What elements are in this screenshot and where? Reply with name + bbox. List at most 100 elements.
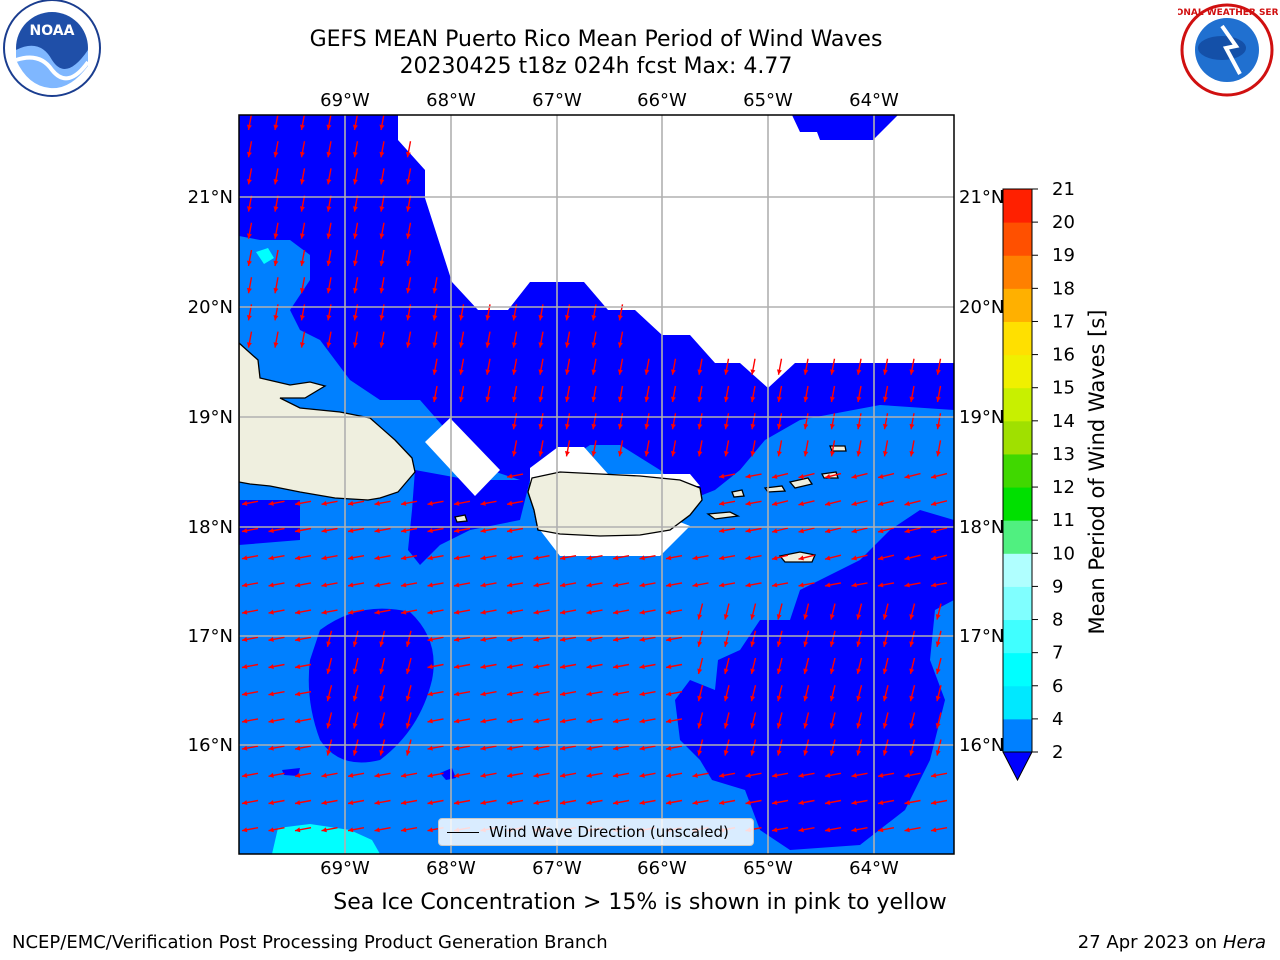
wind-arrow-head xyxy=(432,342,438,348)
wind-arrow-head xyxy=(829,396,835,402)
colorbar-tick-label: 10 xyxy=(1052,543,1075,564)
colorbar-extend-triangle xyxy=(1002,751,1033,782)
wind-arrow-head xyxy=(401,827,407,833)
wind-arrow-head xyxy=(538,423,544,430)
wind-arrow-head xyxy=(803,722,809,729)
wave-field-4-6-nw xyxy=(256,248,274,264)
wind-arrow-head xyxy=(639,555,645,561)
colorbar-segment xyxy=(1003,652,1032,687)
wind-arrow-head xyxy=(666,664,672,670)
wind-arrow-head xyxy=(931,772,937,778)
wind-arrow-head xyxy=(776,641,782,647)
wind-arrow-head xyxy=(242,582,248,588)
wind-arrow-head xyxy=(427,718,433,724)
wind-arrow-head xyxy=(379,641,385,647)
wind-arrow-head xyxy=(401,582,407,588)
colorbar-segment xyxy=(1003,288,1032,322)
lon-tick-top: 66°W xyxy=(637,90,687,111)
wind-arrow-head xyxy=(507,691,513,697)
colorbar-tick-label: 14 xyxy=(1052,411,1075,432)
wind-arrow-head xyxy=(670,423,676,430)
land-tortola xyxy=(788,477,814,489)
wind-arrow-head xyxy=(246,179,252,185)
colorbar-segment xyxy=(1003,387,1032,422)
map-plot-area xyxy=(239,115,954,854)
wind-arrow-head xyxy=(507,745,513,751)
wind-arrow-head xyxy=(348,772,354,778)
wind-arrow-head xyxy=(427,609,433,615)
wind-arrow-head xyxy=(776,369,782,375)
wind-arrow-head xyxy=(666,772,672,778)
wind-arrow-head xyxy=(480,582,486,588)
wind-arrow-head xyxy=(268,745,274,751)
wind-arrow-head xyxy=(825,827,831,833)
wind-arrow-head xyxy=(538,342,544,348)
wind-arrow-head xyxy=(909,668,915,674)
wind-arrow-head xyxy=(931,473,937,479)
wind-arrow-head xyxy=(352,206,358,212)
wind-arrow-head xyxy=(719,800,725,806)
wind-arrow-head xyxy=(829,750,835,756)
wind-arrow-head xyxy=(851,528,857,534)
wind-arrow-head xyxy=(299,124,305,130)
wind-arrow-head xyxy=(931,582,937,588)
wind-arrow-head xyxy=(904,501,910,507)
wind-arrow-head xyxy=(379,315,385,321)
wind-arrow-head xyxy=(856,396,862,402)
wind-arrow-head xyxy=(719,555,725,561)
wind-arrow-head xyxy=(533,745,539,751)
wind-arrow-head xyxy=(427,555,433,561)
wind-arrow-head xyxy=(613,555,619,561)
wind-arrow-head xyxy=(348,500,354,506)
wind-arrow-head xyxy=(692,555,698,561)
wind-arrow-head xyxy=(803,668,809,674)
wind-arrow-head xyxy=(617,396,623,402)
wind-arrow-head xyxy=(935,750,941,756)
wind-arrow-head xyxy=(480,636,486,642)
legend-line-icon xyxy=(447,831,479,833)
wind-arrow-head xyxy=(564,369,570,375)
wind-arrow-head xyxy=(697,695,703,702)
wind-arrow-head xyxy=(326,206,332,212)
wind-arrow-head xyxy=(878,555,884,561)
wind-arrow-head xyxy=(613,691,619,697)
wind-arrow-head xyxy=(586,800,592,806)
wind-arrow-head xyxy=(379,206,385,212)
wind-arrow-head xyxy=(432,369,438,375)
wind-arrow-head xyxy=(454,500,460,506)
wind-arrow-head xyxy=(931,827,937,833)
colorbar-tick-label: 20 xyxy=(1052,212,1075,233)
wind-arrow-head xyxy=(268,800,274,806)
wind-arrow-head xyxy=(825,473,831,479)
footer-host: Hera xyxy=(1222,932,1266,953)
wind-arrow-head xyxy=(745,500,751,506)
wind-arrow-head xyxy=(772,528,778,534)
wind-arrow-head xyxy=(321,827,327,833)
wind-arrow-head xyxy=(273,287,279,294)
lat-tick-right: 18°N xyxy=(959,517,1004,538)
lon-tick-top: 65°W xyxy=(743,90,793,111)
wind-arrow-head xyxy=(639,582,645,588)
lon-tick-top: 67°W xyxy=(532,90,582,111)
wave-field-below-2-mona xyxy=(408,470,530,565)
wind-arrow-head xyxy=(697,750,703,756)
wave-field-below-2-dot2 xyxy=(440,768,456,780)
land-puerto-rico-top xyxy=(527,471,703,537)
colorbar-tick-label: 18 xyxy=(1052,278,1075,299)
legend-label: Wind Wave Direction (unscaled) xyxy=(489,823,729,841)
wave-field-below-2-west xyxy=(239,500,300,545)
wind-arrow-head xyxy=(851,501,857,507)
wind-arrow-head xyxy=(295,800,301,806)
wind-arrow-head xyxy=(878,473,884,479)
chart-title: GEFS MEAN Puerto Rico Mean Period of Win… xyxy=(309,27,883,52)
wind-arrow-head xyxy=(352,151,358,158)
wind-arrow-head xyxy=(246,260,252,266)
wind-arrow-head xyxy=(507,582,513,588)
wind-arrow-head xyxy=(798,827,804,833)
colorbar-segment xyxy=(1003,222,1032,256)
wind-arrow-head xyxy=(878,800,884,806)
colorbar-segment xyxy=(1003,685,1032,720)
wind-arrow-head xyxy=(697,668,703,674)
wind-arrow-head xyxy=(670,396,676,402)
wind-arrow-head xyxy=(379,124,385,130)
